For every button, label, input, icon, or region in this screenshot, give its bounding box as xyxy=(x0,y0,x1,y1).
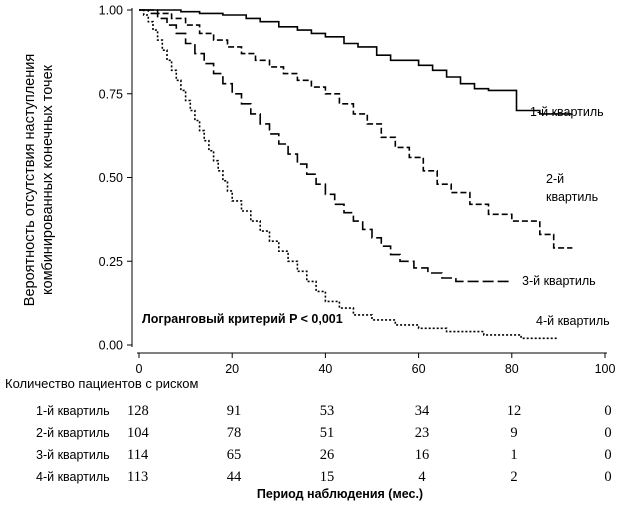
risk-cell: 15 xyxy=(320,469,335,485)
series-line-2 xyxy=(139,9,573,249)
risk-cell: 4 xyxy=(418,469,426,485)
risk-row-label: 4-й квартиль xyxy=(36,470,110,484)
risk-table: Количество пациентов с риском 1-й квартил… xyxy=(5,376,612,485)
series-line-1 xyxy=(139,9,573,115)
risk-cell: 2 xyxy=(510,469,517,485)
series-layer xyxy=(139,9,573,340)
risk-cell: 91 xyxy=(227,403,242,419)
risk-cell: 34 xyxy=(415,403,430,419)
y-axis-label-text: Вероятность отсутствия наступления комбин… xyxy=(22,54,56,306)
risk-row-label: 1-й квартиль xyxy=(36,404,110,418)
y-axis-label: Вероятность отсутствия наступления комбин… xyxy=(22,54,56,306)
y-tick-label: 0.25 xyxy=(99,255,123,269)
y-tick-label: 1.00 xyxy=(99,4,123,18)
risk-cell: 0 xyxy=(604,425,611,441)
risk-cell: 26 xyxy=(320,447,335,463)
y-tick-label: 0.75 xyxy=(99,87,123,101)
risk-cell: 128 xyxy=(127,403,149,419)
x-tick-label: 0 xyxy=(136,362,143,376)
x-axis-label: Период наблюдения (мес.) xyxy=(257,487,423,501)
risk-cell: 104 xyxy=(127,425,150,441)
axes: 0.00 0.25 0.50 0.75 1.00 0 20 40 60 80 100 xyxy=(99,4,616,377)
risk-cell: 114 xyxy=(127,447,149,463)
x-tick-label: 80 xyxy=(505,362,519,376)
series-line-3 xyxy=(139,9,512,283)
risk-cell: 23 xyxy=(415,425,430,441)
x-tick-label: 40 xyxy=(318,362,332,376)
y-tick-label: 0.00 xyxy=(99,339,123,353)
logrank-annotation: Логранговый критерий P < 0,001 xyxy=(142,312,343,326)
risk-cell: 44 xyxy=(227,469,242,485)
x-tick-label: 60 xyxy=(412,362,426,376)
risk-row-label: 2-й квартиль xyxy=(36,426,110,440)
risk-cell: 0 xyxy=(604,469,611,485)
y-axis-label-line: Вероятность отсутствия наступления xyxy=(22,54,38,306)
series-label-3: 3-й квартиль xyxy=(522,274,596,288)
risk-cell: 9 xyxy=(510,425,517,441)
risk-cell: 53 xyxy=(320,403,335,419)
risk-cell: 65 xyxy=(227,447,242,463)
y-tick-label: 0.50 xyxy=(99,171,123,185)
risk-cell: 16 xyxy=(415,447,430,463)
risk-cell: 0 xyxy=(604,447,611,463)
x-tick-label: 20 xyxy=(225,362,239,376)
x-tick-label: 100 xyxy=(595,362,616,376)
series-label-1: 1-й квартиль xyxy=(530,105,604,119)
risk-table-title: Количество пациентов с риском xyxy=(5,376,199,391)
risk-row-label: 3-й квартиль xyxy=(36,448,110,462)
risk-cell: 78 xyxy=(227,425,242,441)
risk-cell: 0 xyxy=(604,403,611,419)
risk-cell: 12 xyxy=(507,403,522,419)
series-label-4: 4-й квартиль xyxy=(536,314,610,328)
risk-cell: 113 xyxy=(127,469,148,485)
y-axis-label-line: комбинированных конечных точек xyxy=(40,64,56,295)
series-line-4 xyxy=(139,9,559,340)
series-label-2: 2-й xyxy=(546,172,564,186)
series-labels: 1-й квартиль 2-й квартиль 3-й квартиль 4-й к… xyxy=(522,105,610,328)
series-label-2: квартиль xyxy=(546,190,598,204)
risk-cell: 1 xyxy=(510,447,517,463)
risk-cell: 51 xyxy=(320,425,335,441)
